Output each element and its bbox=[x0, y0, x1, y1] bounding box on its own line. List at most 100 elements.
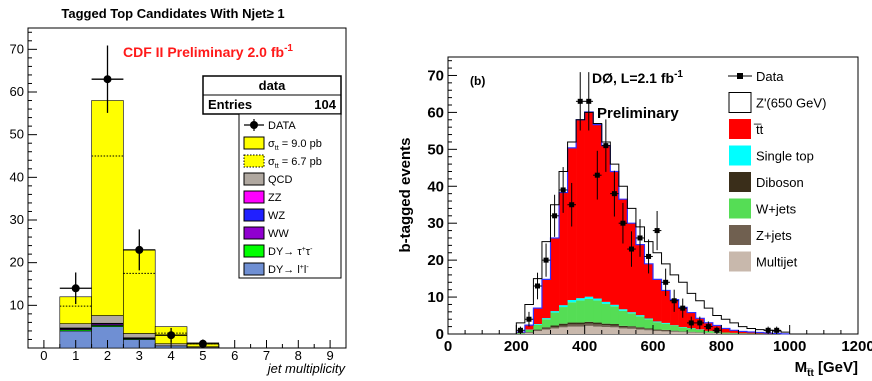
bar-segment bbox=[593, 298, 603, 301]
data-point bbox=[135, 245, 144, 254]
bar-segment bbox=[593, 322, 603, 325]
legend-label: Single top bbox=[756, 149, 814, 164]
bar-segment bbox=[541, 279, 551, 319]
bar-segment bbox=[550, 237, 560, 312]
bar-segment bbox=[584, 325, 594, 334]
bar-segment bbox=[593, 324, 603, 327]
legend-swatch bbox=[728, 92, 752, 113]
bar-segment bbox=[729, 330, 739, 333]
legend-label: Z+jets bbox=[756, 228, 792, 243]
bar-segment bbox=[653, 329, 662, 331]
bar-segment bbox=[704, 331, 714, 333]
bar-segment bbox=[618, 328, 628, 334]
legend-label-part: DATA bbox=[268, 120, 296, 132]
cdf-annotation: CDF II Preliminary 2.0 fb-1 bbox=[123, 43, 293, 60]
bar-segment bbox=[618, 326, 628, 329]
x-tick-label: 1200 bbox=[841, 338, 872, 355]
x-axis-label: Mt̅t [GeV] bbox=[795, 359, 858, 379]
bar-segment bbox=[533, 331, 543, 334]
data-point bbox=[517, 327, 523, 333]
bar-segment bbox=[635, 327, 645, 329]
bar-segment bbox=[653, 322, 662, 330]
bar-segment bbox=[644, 319, 654, 329]
y-axis-label: b-tagged events bbox=[397, 137, 414, 252]
legend-label-part: = 6.7 pb bbox=[279, 156, 322, 168]
bar-segment bbox=[678, 332, 688, 334]
x-tick-label: 200 bbox=[504, 338, 529, 355]
bar-segment bbox=[635, 315, 645, 317]
chart-title: Tagged Top Candidates With Njet≥ 1 bbox=[61, 6, 284, 21]
bar-segment bbox=[576, 326, 585, 334]
legend-swatch bbox=[243, 244, 265, 258]
x-tick-label: 1000 bbox=[773, 338, 806, 355]
bar-segment bbox=[738, 333, 748, 334]
y-tick-label: 50 bbox=[10, 127, 24, 142]
bar-segment bbox=[635, 329, 645, 334]
bar-segment bbox=[524, 332, 534, 334]
x-tick-label: 9 bbox=[326, 348, 333, 363]
bar-segment bbox=[661, 322, 671, 324]
stacked-bars bbox=[59, 100, 220, 349]
x-tick-label: 3 bbox=[136, 348, 143, 363]
y-tick-label: 0 bbox=[436, 326, 444, 343]
zprime-line bbox=[515, 111, 790, 334]
data-point bbox=[671, 298, 677, 304]
legend-label: WZ bbox=[268, 210, 285, 222]
bar-segment bbox=[653, 331, 662, 334]
bar-segment bbox=[695, 332, 705, 334]
legend-label-part: WW bbox=[268, 228, 289, 240]
bar-segment bbox=[627, 328, 637, 334]
bar-segment bbox=[687, 328, 697, 332]
bar-segment bbox=[576, 322, 585, 325]
stats-entries-value: 104 bbox=[314, 97, 336, 112]
legend-label-part: σ bbox=[268, 138, 275, 150]
y-tick-label: 20 bbox=[427, 252, 444, 269]
legend-label: ZZ bbox=[268, 192, 282, 204]
data-point bbox=[705, 324, 711, 330]
bar-segment bbox=[601, 323, 611, 326]
bar-segment bbox=[687, 332, 697, 334]
legend-label-part: - bbox=[306, 264, 309, 271]
bar-segment bbox=[541, 329, 551, 334]
x-tick-label: 0 bbox=[40, 348, 47, 363]
data-points bbox=[516, 72, 781, 334]
data-point bbox=[535, 283, 541, 289]
data-point bbox=[663, 279, 669, 285]
bar-segment bbox=[533, 330, 543, 332]
stats-box: data Entries 104 bbox=[202, 75, 342, 115]
bar-segment bbox=[584, 112, 594, 297]
legend-label-part: ZZ bbox=[268, 192, 282, 204]
left-chart: Tagged Top Candidates With Njet≥ 1 0 1 2 3 4… bbox=[10, 6, 347, 376]
legend-label: W+jets bbox=[756, 202, 797, 217]
data-point bbox=[697, 320, 703, 326]
bar-segment bbox=[653, 321, 662, 323]
y-tick-label: 40 bbox=[10, 169, 24, 184]
right-chart: 0 200 400 600 800 1000 1200 0 10 20 30 40 50 60 70 b-… bbox=[397, 56, 872, 379]
data-point bbox=[680, 305, 686, 311]
data-point bbox=[637, 235, 643, 241]
legend-label: DATA bbox=[268, 120, 296, 132]
legend-label-part: WZ bbox=[268, 210, 285, 222]
bar-segment bbox=[704, 333, 714, 334]
y-tick-label: 70 bbox=[427, 67, 444, 84]
d0-annotation: DØ, L=2.1 fb-1 bbox=[592, 69, 683, 86]
legend-label-part: DY→ τ bbox=[268, 246, 302, 258]
bar-segment bbox=[729, 332, 739, 334]
zprime-histogram bbox=[515, 111, 790, 334]
bar-segment bbox=[533, 329, 543, 331]
bar-segment bbox=[627, 313, 637, 327]
legend-label: DY→ τ+τ- bbox=[268, 246, 313, 258]
y-tick-label: 10 bbox=[427, 289, 444, 306]
legend-label: Z'(650 GeV) bbox=[756, 96, 826, 111]
data-point bbox=[569, 202, 575, 208]
panel-label: (b) bbox=[470, 74, 485, 88]
bar-segment bbox=[670, 299, 679, 326]
legend-label-part: DY→ l bbox=[268, 264, 300, 276]
legend: Data Z'(650 GeV) t̅t Single top Diboson W+jet… bbox=[728, 69, 826, 272]
x-tick-label: 800 bbox=[709, 338, 734, 355]
bar-segment bbox=[610, 327, 620, 334]
legend-label-part: tt bbox=[275, 145, 279, 152]
data-point bbox=[552, 213, 558, 219]
legend-label-part: σ bbox=[268, 156, 275, 168]
bar-segment bbox=[576, 300, 585, 323]
